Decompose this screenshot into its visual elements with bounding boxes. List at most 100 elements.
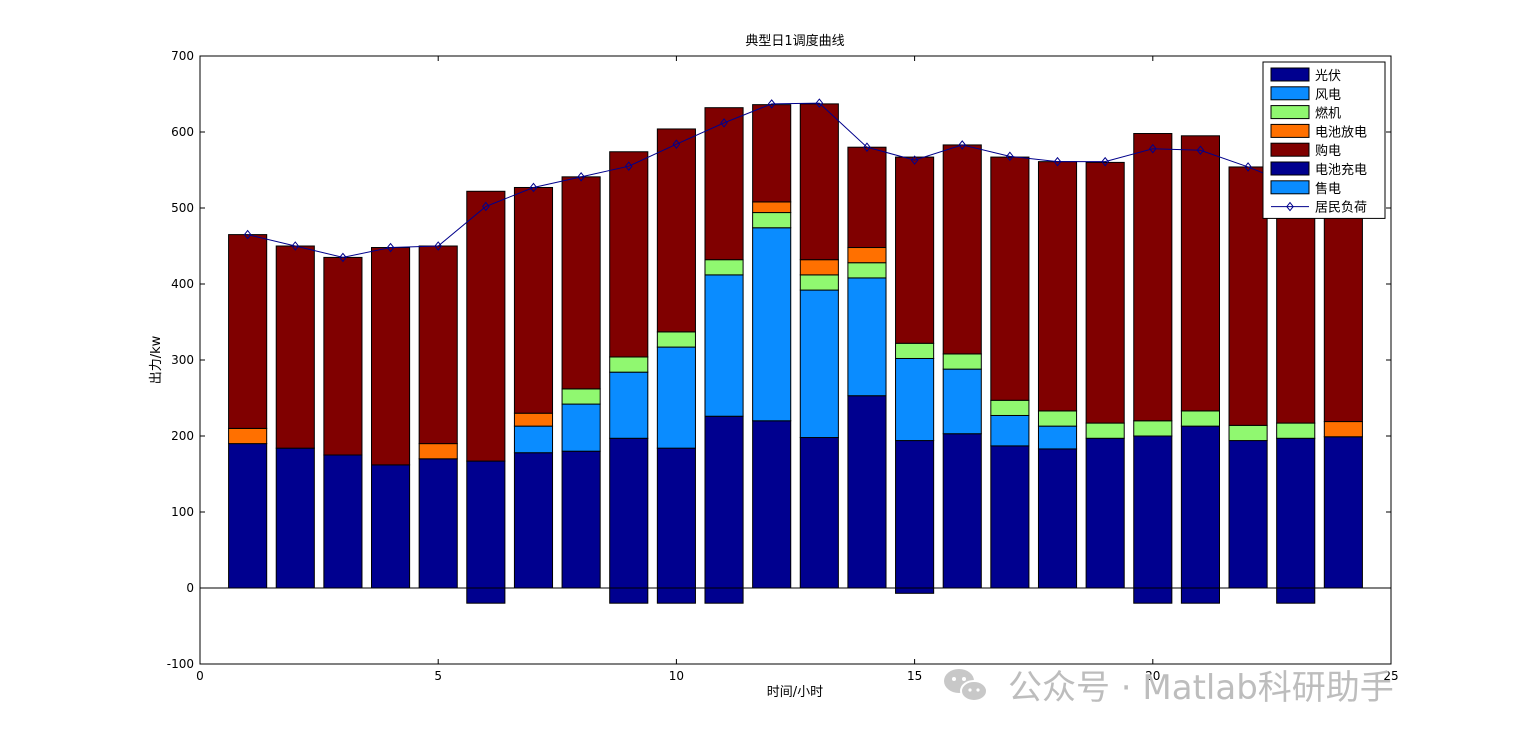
bar-segment [1037,161,1078,412]
load-marker [1196,145,1205,156]
bar-segment [1133,420,1173,437]
bar-segment [847,262,887,279]
load-marker [481,201,490,212]
bar-segment [1323,184,1363,423]
y-tick-label: 200 [171,429,194,443]
bar-segment [799,274,839,291]
watermark: 公众号 · Matlab科研助手 [944,668,1394,708]
load-marker [243,229,252,240]
y-tick-label: 500 [171,201,194,215]
y-axis-label: 出力/kw [149,335,164,384]
load-marker [863,142,871,153]
bar-segment [656,128,696,333]
load-marker [720,118,728,128]
legend-swatch [1270,67,1310,82]
bar-segment [1323,436,1363,589]
bar-segment [609,151,649,358]
legend-marker [1286,201,1294,212]
bar-segment-negative [609,587,649,604]
x-tick-label: 5 [434,669,442,683]
load-marker [767,99,776,109]
legend-swatch [1270,123,1310,138]
bar-segment [609,356,649,373]
y-tick-label: 400 [171,277,194,291]
bar-segment [990,414,1030,447]
bar-segment [609,371,649,439]
bar-segment [704,259,744,276]
bar-segment [847,146,887,249]
bar-segment [513,412,554,427]
bar-segment [799,437,839,589]
bar-segment [895,342,935,359]
load-marker [1006,151,1014,162]
x-tick-label: 25 [1383,669,1398,683]
bar-segment [561,403,601,452]
bar-segment [847,247,887,264]
bar-segment [1276,180,1316,424]
bar-segment-negative [1133,587,1173,604]
bar-segment [466,190,506,462]
legend-label: 电池充电 [1315,162,1367,178]
bar-segment [704,274,744,417]
bar-segment [1323,421,1363,438]
bar-segment [513,186,554,414]
bar-segment [799,103,839,261]
bar-segment [1037,425,1078,450]
load-marker [1101,156,1110,167]
load-marker [910,155,919,165]
bar-segment [1085,422,1125,439]
load-marker [815,98,824,108]
bar-segment [752,227,792,422]
bar-segment [942,353,982,370]
load-marker [1244,162,1252,172]
bar-segment [942,368,982,435]
x-tick-label: 0 [196,669,204,683]
bar-segment [1228,424,1268,442]
load-marker [434,241,443,251]
bar-segment [895,357,935,442]
bar-segment [275,447,315,589]
bar-segment [228,234,268,429]
bar-segment [609,437,649,589]
bar-segment [323,454,363,589]
bar-segment [561,450,601,589]
bar-segment [942,433,982,589]
y-tick-label: 700 [171,49,194,63]
bar-segment [752,201,792,214]
legend-swatch [1270,142,1310,157]
bar-segment [942,144,982,355]
bar-segment-negative [895,587,935,594]
legend-label: 风电 [1315,88,1341,103]
legend-label: 光伏 [1315,69,1341,84]
bar-segment [990,399,1030,416]
bar-segment [561,176,601,390]
bar-segment [799,259,839,276]
bar-segment [323,256,363,456]
x-tick-label: 15 [907,669,922,683]
legend-label: 售电 [1315,181,1341,197]
y-tick-label: 0 [186,581,194,595]
legend-swatch [1270,86,1310,101]
load-marker [386,242,395,253]
load-line [247,102,1344,258]
bar-segment [1085,161,1125,424]
load-marker [1148,143,1157,154]
load-marker [1053,156,1062,167]
load-marker [624,161,633,172]
bar-segment [656,447,696,589]
bar-segment [1276,437,1316,589]
bar-segment [1180,135,1220,412]
load-marker [339,252,347,263]
bar-segment [1133,435,1173,589]
bar-segment [799,289,839,439]
bar-segment [1228,440,1268,589]
wechat-icon [944,669,988,702]
bar-segment [895,440,935,589]
bar-segment-negative [1276,587,1316,604]
legend-swatch [1270,161,1310,176]
bar-segment [418,458,458,589]
load-marker [958,140,967,150]
